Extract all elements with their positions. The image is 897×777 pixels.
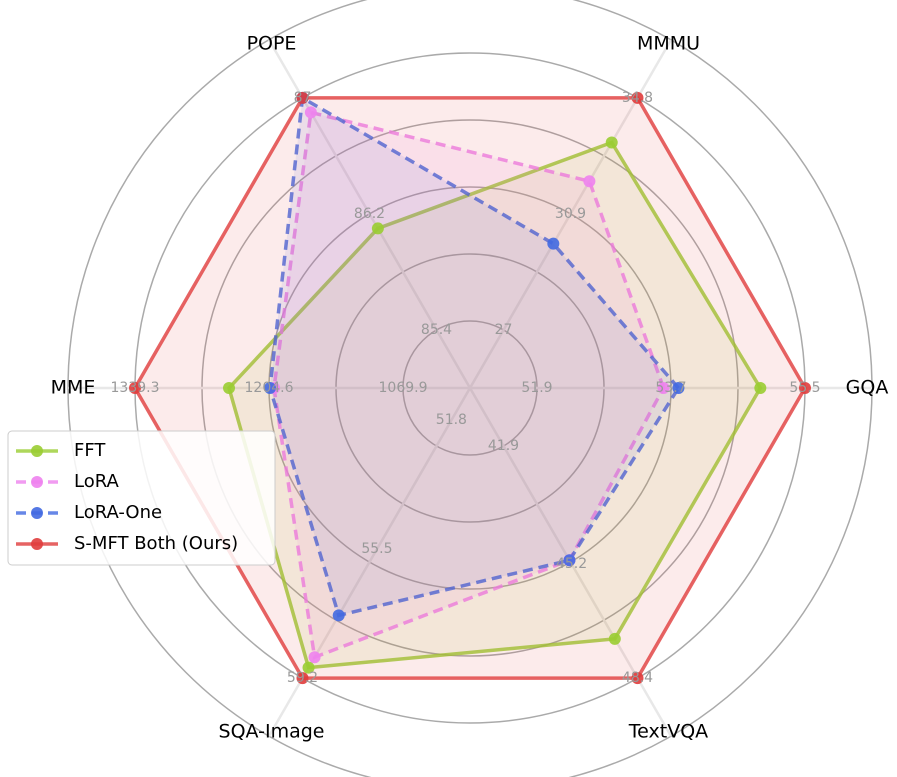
tick-label: 27 [495, 322, 513, 338]
data-point [304, 106, 317, 119]
data-point [583, 175, 596, 188]
legend: FFT LoRA LoRA-One S-MFT Both (Ours) [7, 430, 276, 566]
data-point [631, 91, 644, 104]
tick-label: 1339.3 [111, 380, 160, 396]
legend-marker [31, 445, 43, 457]
series-area [229, 142, 761, 668]
axis-label: SQA-Image [219, 720, 325, 742]
data-point [754, 382, 767, 394]
tick-label: 34.8 [622, 90, 653, 106]
tick-label: 55.5 [361, 541, 392, 557]
legend-marker [31, 538, 43, 550]
axis-label: MME [51, 377, 96, 399]
tick-label: 86.2 [354, 206, 385, 222]
axis-label: MMMU [637, 33, 700, 55]
data-point [605, 136, 618, 149]
tick-label: 30.9 [555, 206, 586, 222]
tick-label: 87 [294, 90, 312, 106]
legend-box [7, 430, 276, 566]
series-area [135, 97, 805, 679]
data-point [302, 661, 315, 674]
data-point [296, 91, 309, 104]
legend-label: LoRA-One [74, 502, 162, 523]
data-point [129, 382, 141, 394]
tick-label: 59.2 [287, 670, 318, 686]
axis-label: TextVQA [628, 720, 708, 742]
axis-label: GQA [846, 377, 889, 399]
data-point [608, 632, 621, 645]
data-point [547, 237, 560, 250]
data-point [308, 651, 321, 664]
tick-label: 1204.6 [245, 380, 294, 396]
tick-label: 53.7 [655, 380, 686, 396]
data-point [672, 382, 685, 394]
tick-label: 55.5 [789, 380, 820, 396]
legend-label: S-MFT Both (Ours) [74, 533, 238, 554]
data-point [223, 382, 236, 394]
tick-label: 41.9 [488, 438, 519, 454]
tick-label: 85.4 [421, 322, 452, 338]
legend-label: FFT [74, 440, 106, 461]
axis-label: POPE [247, 33, 297, 55]
tick-label: 48.4 [622, 670, 653, 686]
series-area [273, 112, 664, 658]
data-point [371, 222, 384, 235]
legend-marker [31, 507, 43, 519]
tick-label: 45.2 [556, 556, 587, 572]
legend-marker [31, 476, 43, 488]
data-point [332, 609, 345, 622]
tick-label: 1069.9 [379, 380, 428, 396]
data-point [563, 554, 576, 567]
data-point [296, 672, 309, 685]
data-point [263, 382, 276, 394]
legend-label: LoRA [74, 471, 120, 492]
data-point [631, 672, 644, 685]
tick-label: 51.9 [521, 380, 552, 396]
data-point [799, 382, 811, 394]
tick-label: 51.8 [436, 412, 467, 428]
data-point [657, 382, 670, 394]
